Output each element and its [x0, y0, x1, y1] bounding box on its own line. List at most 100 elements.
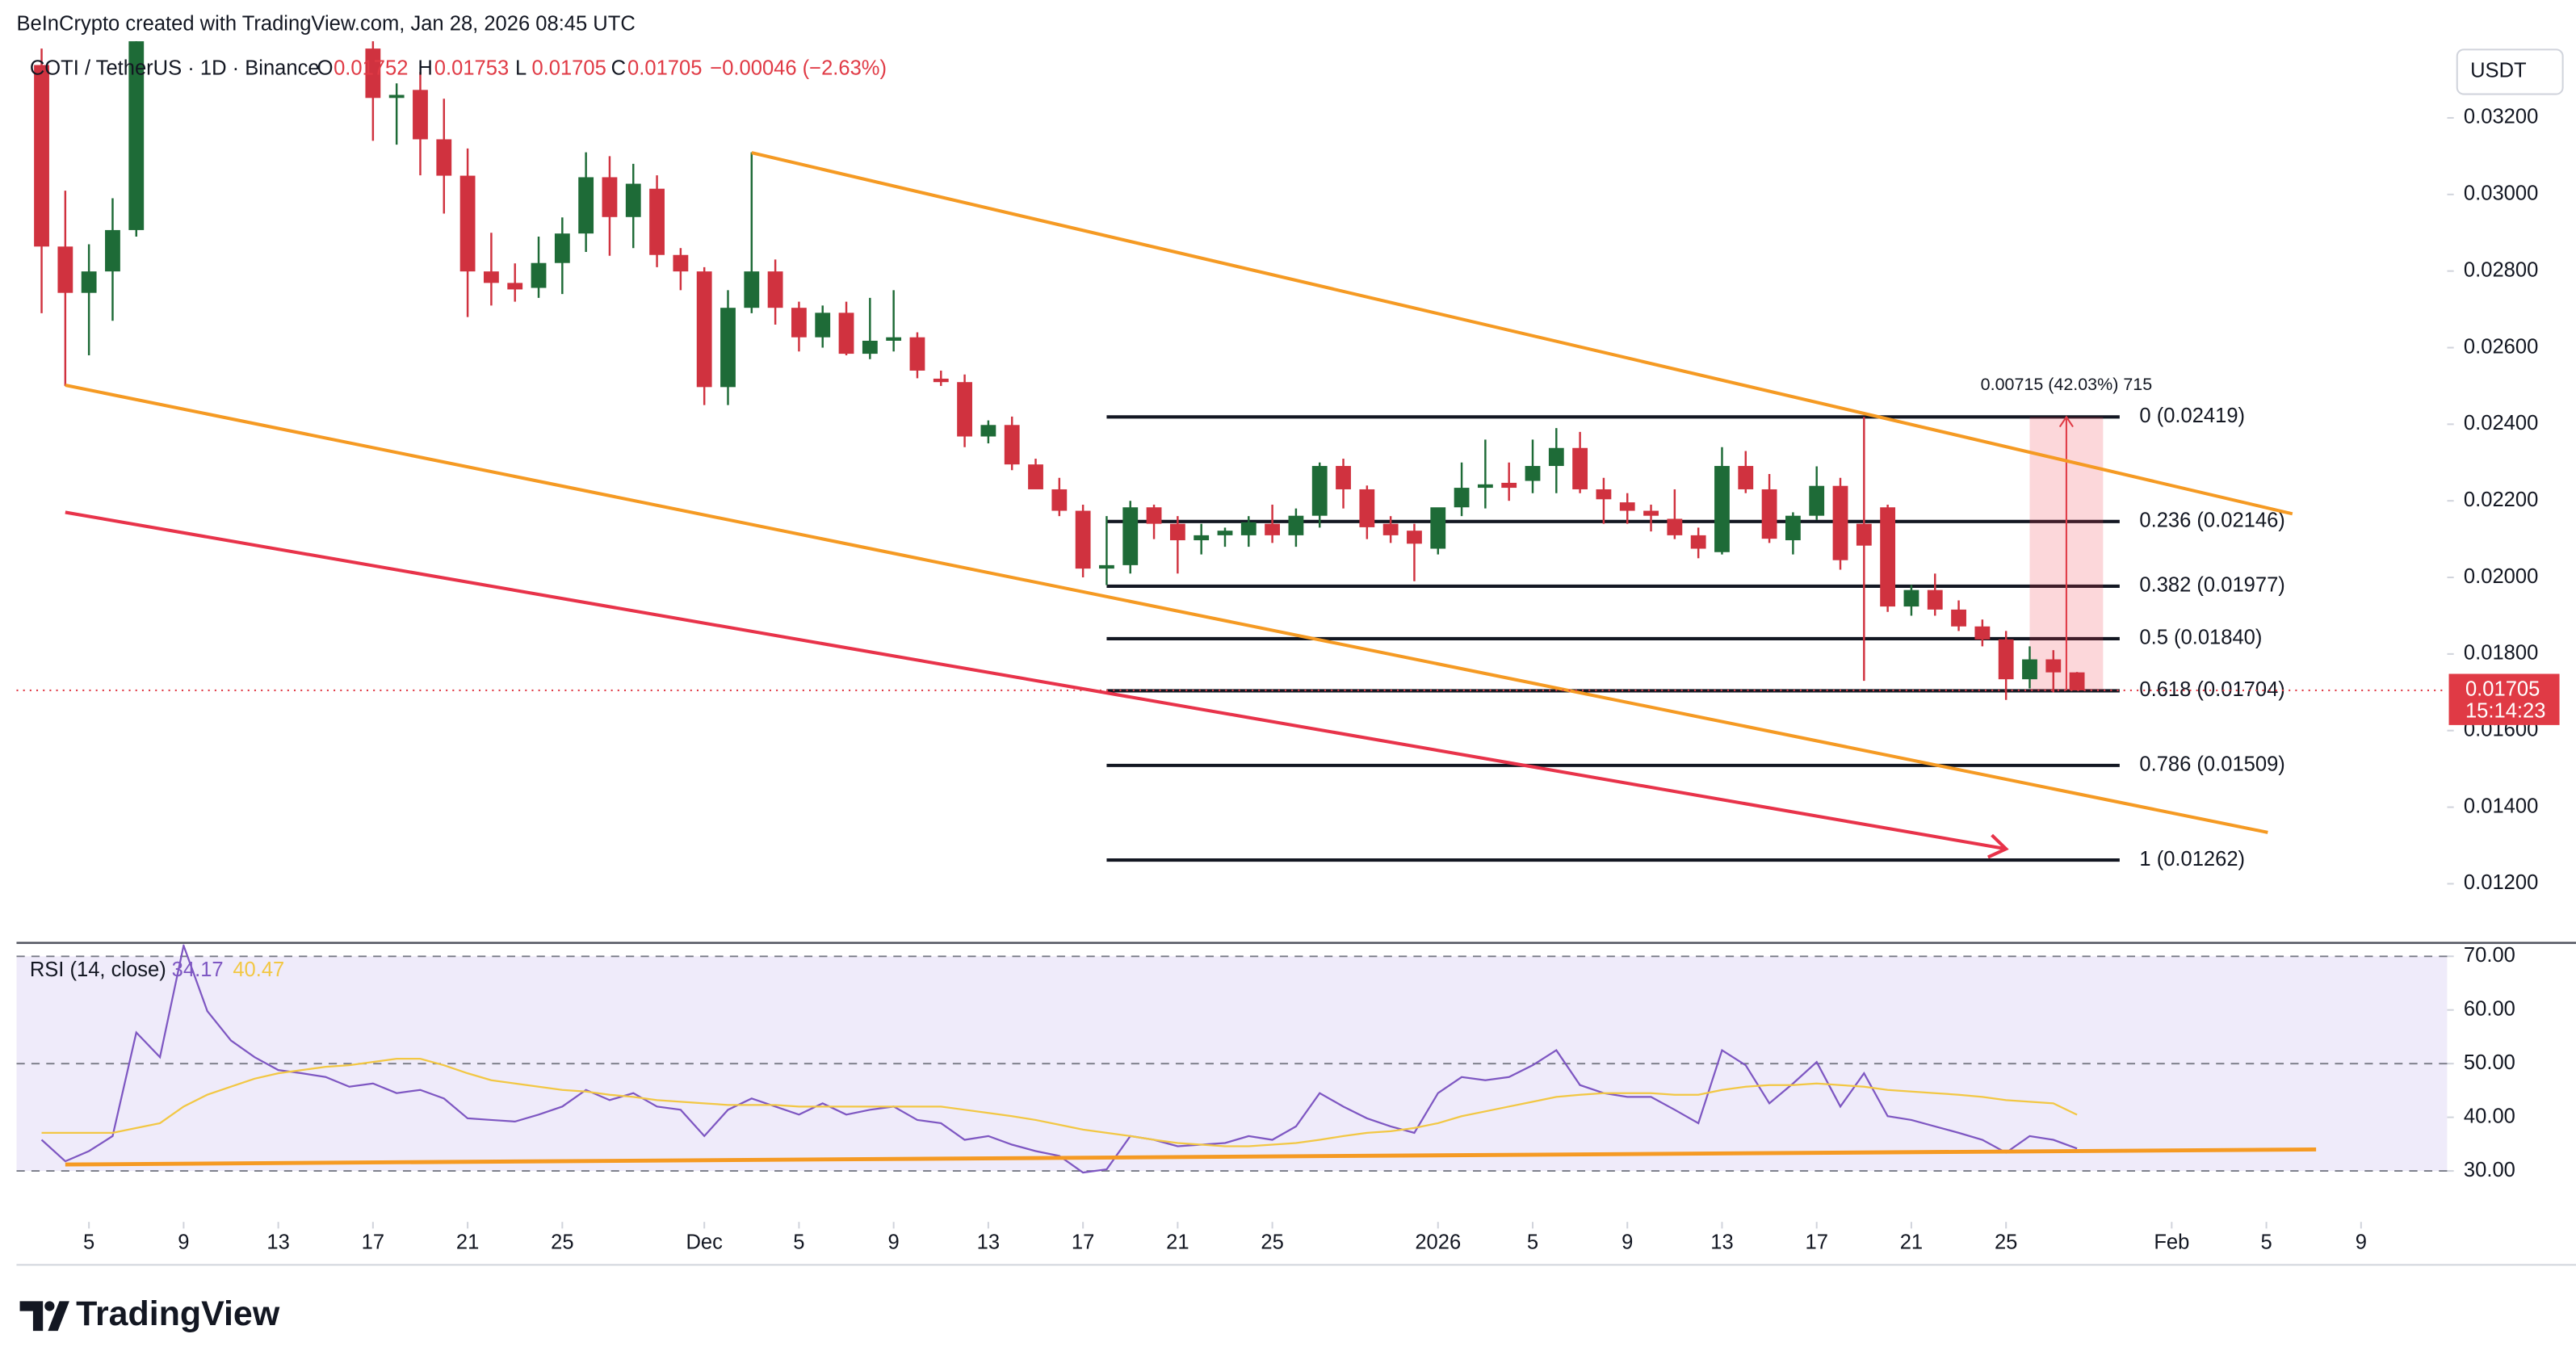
change: −0.00046 (−2.63%) [710, 57, 887, 80]
candle-body [909, 337, 925, 371]
ohlc-key: C [611, 57, 626, 80]
fib-label: 0.786 (0.01509) [2139, 753, 2284, 776]
candle-body [2022, 659, 2037, 680]
fib-label: 0.236 (0.02146) [2139, 510, 2284, 532]
price-tag-timer: 15:14:23 [2465, 699, 2545, 722]
price-tag [2448, 673, 2560, 725]
candle-body [1761, 489, 1777, 539]
candle-body [1122, 507, 1139, 565]
candle-body [602, 177, 618, 217]
candle-body [1525, 466, 1541, 481]
candle-body [1169, 523, 1185, 541]
x-tick-label: 21 [456, 1231, 479, 1254]
fib-label: 0.5 (0.01840) [2139, 627, 2262, 649]
candle-body [886, 337, 902, 341]
candle-body [81, 271, 97, 293]
measure-arrowhead [2058, 415, 2074, 428]
y-tick-label: 0.02600 [2464, 335, 2538, 358]
x-tick-label: 17 [362, 1231, 384, 1254]
ohlc-key: H [417, 57, 432, 80]
candle-body [1477, 484, 1493, 489]
candle-body [1548, 447, 1564, 467]
candle-body [1288, 515, 1304, 535]
candle-body [1028, 464, 1043, 489]
candle-body [2069, 672, 2085, 690]
candle-body [1336, 466, 1351, 489]
y-tick-label: 0.02200 [2464, 489, 2538, 511]
x-tick-label: 13 [1710, 1231, 1733, 1254]
y-tick-label: 0.02400 [2464, 412, 2538, 434]
candle-body [105, 229, 120, 272]
brand-name: TradingView [76, 1294, 280, 1333]
x-tick-label: 9 [2356, 1231, 2367, 1254]
ohlc-value: 0.01752 [334, 57, 408, 80]
candle-body [980, 425, 996, 437]
candle-body [1572, 447, 1588, 489]
candle-body [1146, 507, 1162, 524]
fib-label: 0.382 (0.01977) [2139, 574, 2284, 597]
candle-body [459, 175, 476, 272]
candle-body [34, 65, 49, 247]
x-tick-label: 17 [1072, 1231, 1094, 1254]
x-tick-label: 25 [1995, 1231, 2017, 1254]
ohlc-key: O [317, 57, 334, 80]
candle-body [1856, 523, 1872, 546]
candle-body [649, 188, 665, 255]
x-tick-label: 13 [977, 1231, 1000, 1254]
candle-body [1217, 531, 1233, 535]
y-tick-label: 0.03200 [2464, 106, 2538, 128]
candle-body [483, 271, 499, 283]
x-tick-label: Feb [2154, 1231, 2189, 1254]
candle-body [625, 183, 641, 217]
brand-logo [19, 1301, 69, 1332]
ohlc-value: 0.01705 [531, 57, 606, 80]
symbol-info: COTI / TetherUS · 1D · Binance [30, 57, 320, 80]
rsi-y-tick-label: 50.00 [2464, 1051, 2515, 1074]
rsi-title: RSI (14, close) [30, 959, 166, 981]
rsi-y-tick-label: 60.00 [2464, 997, 2515, 1020]
candle-body [1407, 531, 1422, 544]
price-tag-value: 0.01705 [2465, 678, 2540, 701]
candle-body [1809, 485, 1825, 516]
x-tick-label: 25 [1261, 1231, 1283, 1254]
candle-body [57, 246, 73, 293]
x-tick-label: 21 [1900, 1231, 1923, 1254]
y-tick-label: 0.02800 [2464, 258, 2538, 281]
candle-body [696, 271, 712, 388]
candle-body [1619, 502, 1635, 511]
candle-body [1927, 589, 1943, 610]
ohlc-value: 0.01705 [627, 57, 702, 80]
x-tick-label: 9 [888, 1231, 900, 1254]
rsi-y-tick-label: 40.00 [2464, 1105, 2515, 1127]
candle-body [1998, 639, 2014, 680]
candle-body [767, 271, 783, 308]
candle-body [1690, 535, 1706, 549]
price-pane: 0 (0.02419) 0.236 (0.02146) 0.382 (0.01977… [16, 41, 2448, 870]
currency-label[interactable]: USDT [2470, 60, 2527, 82]
trend-arrowhead [1987, 833, 2009, 859]
candle-body [1194, 535, 1210, 541]
candle-body [1099, 564, 1114, 569]
ohlc-value: 0.01753 [434, 57, 509, 80]
candle-body [531, 262, 547, 288]
candle-body [933, 378, 949, 383]
trend-line [751, 151, 2293, 516]
x-tick-label: 9 [1622, 1231, 1633, 1254]
currency-button[interactable] [2456, 48, 2564, 95]
fib-label: 1 (0.01262) [2139, 848, 2245, 870]
x-tick-label: 5 [793, 1231, 804, 1254]
candle-body [1714, 466, 1730, 552]
candle-body [720, 308, 736, 388]
y-tick-label: 0.01400 [2464, 795, 2538, 817]
candle-body [413, 90, 428, 140]
measure-label: 0.00715 (42.03%) 715 [1981, 375, 2153, 394]
trend-line [65, 510, 2007, 851]
candle-body [1359, 489, 1375, 527]
candle-body [2045, 659, 2062, 673]
candle-body [1004, 425, 1020, 465]
x-tick-label: 5 [83, 1231, 94, 1254]
candle-body [1311, 466, 1328, 516]
rsi-ma-value: 40.47 [233, 959, 284, 981]
rsi-trend-line [65, 1147, 2317, 1167]
